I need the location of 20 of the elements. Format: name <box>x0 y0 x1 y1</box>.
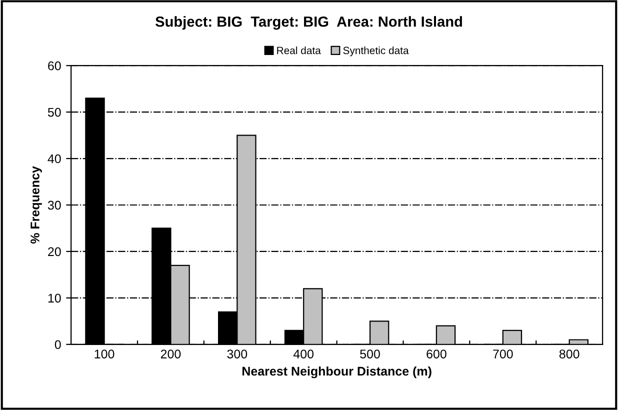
x-tick-label: 200 <box>160 350 181 358</box>
y-tick-label: 20 <box>48 247 61 256</box>
y-tick-label: 0 <box>54 340 61 350</box>
x-tick-label: 600 <box>426 350 446 358</box>
x-tick-label: 700 <box>493 350 513 358</box>
x-tick-label: 100 <box>94 350 114 358</box>
legend-label: Synthetic data <box>343 46 409 56</box>
y-tick-label: 50 <box>48 108 61 117</box>
y-axis-title: % Frequency <box>30 166 42 244</box>
chart-title: Subject: BIG Target: BIG Area: North Island <box>155 16 462 30</box>
y-tick-label: 10 <box>48 294 61 303</box>
legend-label: Real data <box>277 46 321 54</box>
y-tick-label: 30 <box>48 200 61 210</box>
x-tick-label: 800 <box>559 350 580 358</box>
y-tick-label: 40 <box>48 154 61 164</box>
x-tick-label: 500 <box>360 350 380 358</box>
x-tick-label: 300 <box>227 350 248 358</box>
x-tick-label: 400 <box>293 350 314 358</box>
x-axis-title: Nearest Neighbour Distance (m) <box>242 366 432 378</box>
y-tick-label: 60 <box>48 61 61 70</box>
